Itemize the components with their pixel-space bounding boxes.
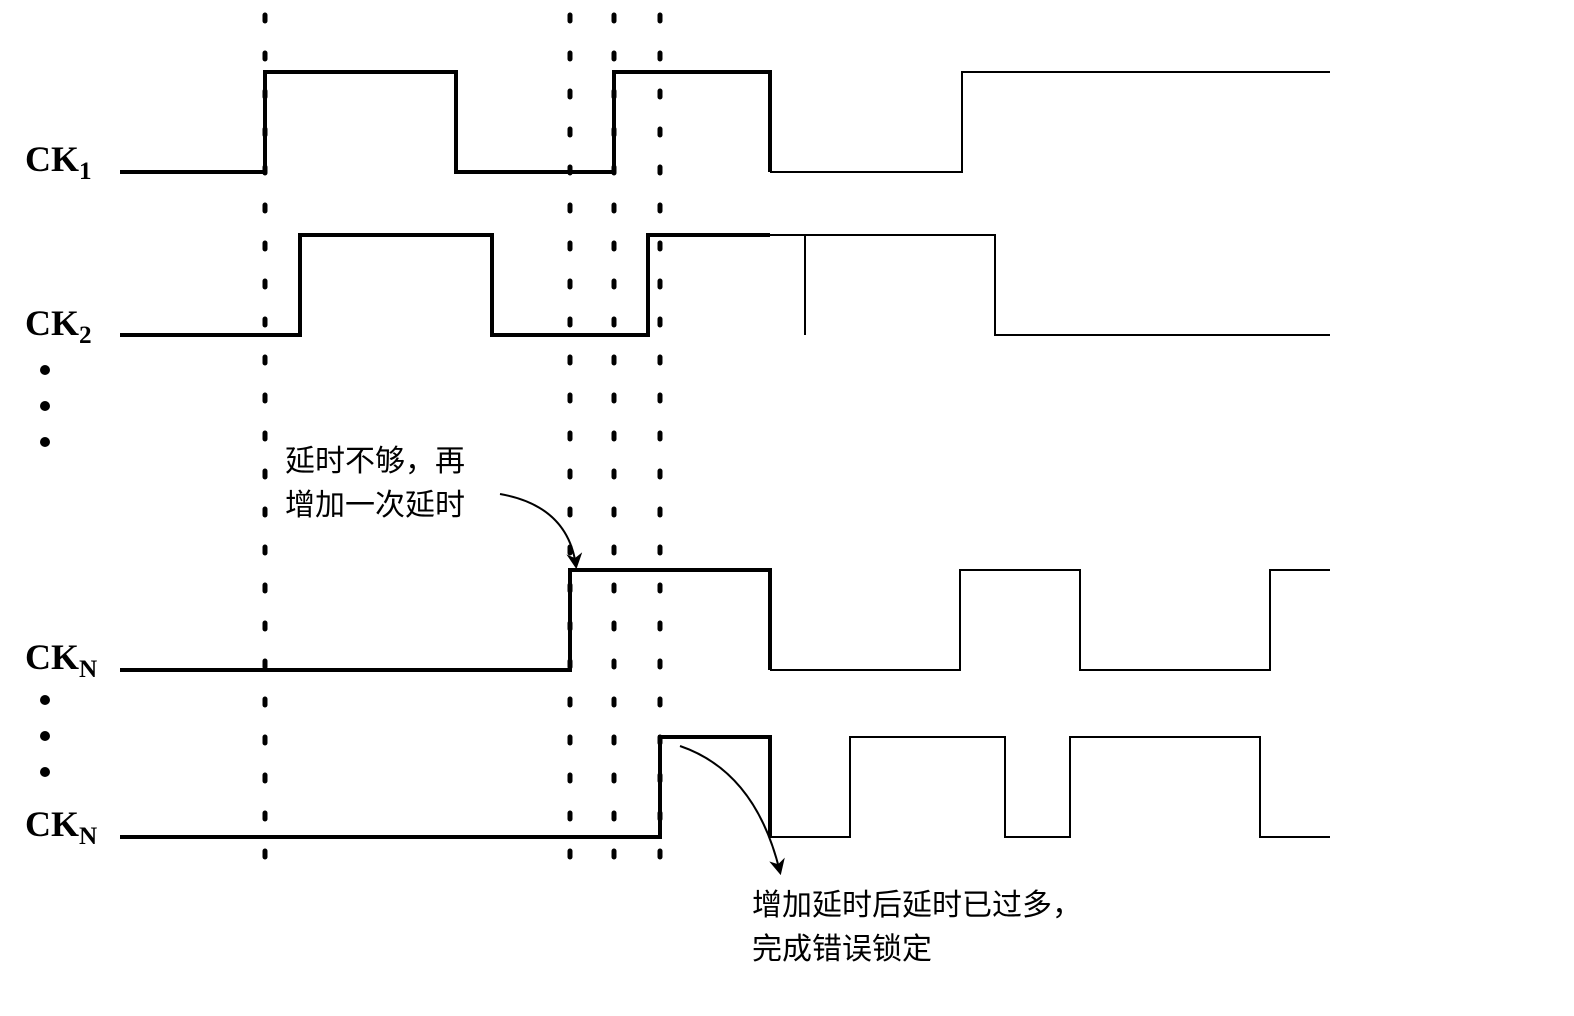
label-CK1: CK1	[25, 138, 92, 186]
CKN_a-thin	[770, 570, 1330, 670]
vdots-1	[40, 731, 50, 741]
CK1-thin	[770, 72, 1330, 172]
CK2-thin	[770, 235, 1330, 335]
label-CK2: CK2	[25, 302, 92, 350]
label-CKN_a: CKN	[25, 636, 97, 684]
vdots-0	[40, 365, 50, 375]
CKN_b-thick	[120, 737, 770, 837]
vdots-1	[40, 695, 50, 705]
CKN_b-thin	[770, 737, 1330, 837]
vdots-1	[40, 767, 50, 777]
svg-layer	[0, 0, 1574, 1016]
annot-delay-too-much: 增加延时后延时已过多，完成错误锁定	[752, 880, 1082, 968]
timing-diagram: CK1 CK2 CKN CKN 延时不够，再增加一次延时增加延时后延时已过多，完成错误锁…	[0, 0, 1574, 1016]
annot-delay-not-enough-arrow	[500, 494, 576, 566]
annot-delay-too-much-arrow	[680, 746, 780, 872]
CK2-thick	[120, 235, 770, 335]
annot-delay-not-enough: 延时不够，再增加一次延时	[285, 436, 465, 524]
vdots-0	[40, 437, 50, 447]
CK1-thick	[120, 72, 770, 172]
label-CKN_b: CKN	[25, 803, 97, 851]
vdots-0	[40, 401, 50, 411]
CKN_a-thick	[120, 570, 770, 670]
